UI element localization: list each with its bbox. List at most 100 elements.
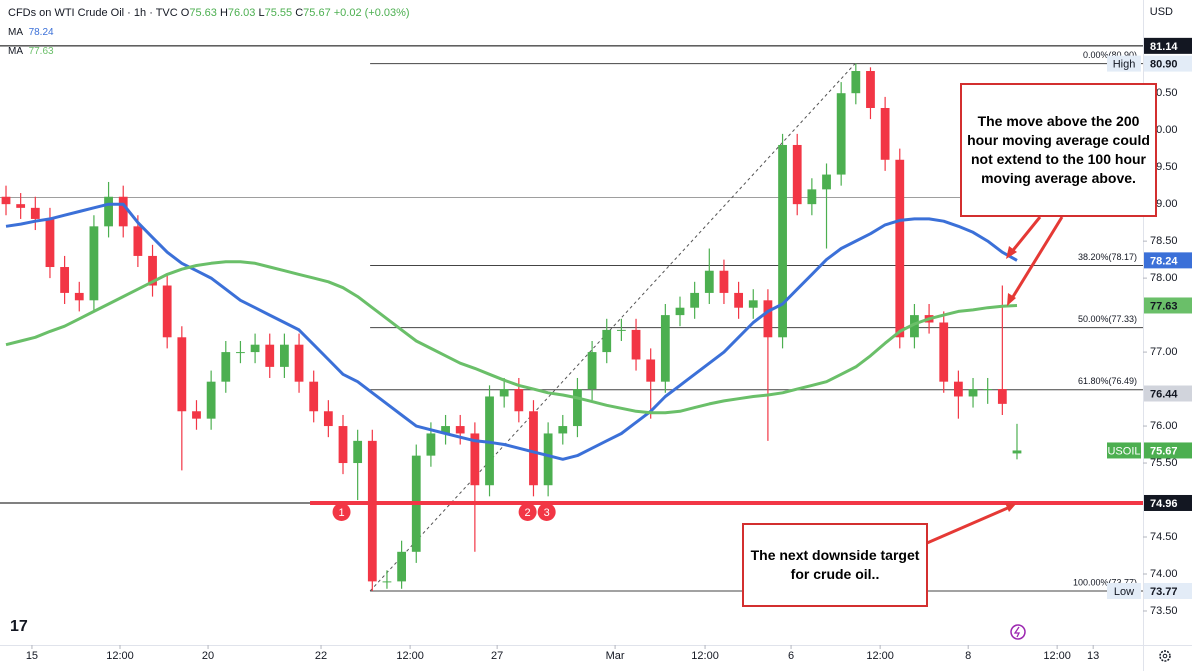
candle-body: [16, 204, 26, 208]
y-tick-label: 78.50: [1150, 235, 1178, 247]
candle-body: [74, 292, 84, 301]
ma-name: MA: [8, 46, 23, 57]
candle-body: [206, 381, 216, 419]
price-badge-label: Low: [1114, 586, 1134, 598]
candle-body: [587, 352, 597, 390]
candle-body: [265, 344, 275, 367]
ohlc-value: 76.03: [227, 7, 256, 19]
candle-body: [1012, 450, 1022, 454]
price-badge: [1107, 442, 1141, 459]
candle-body: [675, 307, 685, 316]
marker: [537, 502, 556, 521]
marker-label: 1: [338, 507, 344, 519]
ohlc-value: 75.67: [303, 7, 331, 19]
x-tick-label: 12:00: [396, 650, 424, 662]
candle-body: [133, 226, 143, 256]
candle-body: [851, 71, 861, 94]
x-tick-label: 13: [1087, 650, 1099, 662]
candle-body: [279, 344, 289, 367]
ohlc-letter: O: [180, 7, 190, 19]
price-tag-label: 80.90: [1150, 59, 1178, 71]
settings-icon[interactable]: [1159, 650, 1171, 662]
logo: 17: [10, 618, 28, 635]
candle-body: [778, 144, 787, 338]
ohlc-letter: H: [219, 7, 228, 19]
ma-value: 78.24: [28, 27, 54, 38]
candle-body: [45, 218, 55, 268]
fib-label: 100.00%(73.77): [1073, 577, 1137, 587]
fib-label: 50.00%(77.33): [1078, 314, 1137, 324]
price-tag: [1144, 442, 1192, 459]
x-tick-label: Mar: [606, 650, 625, 662]
title: CFDs on WTI Crude Oil · 1h · TVC: [8, 7, 178, 19]
price-tag-label: 78.24: [1150, 255, 1178, 267]
candle-body: [763, 300, 773, 338]
x-tick-label: 12:00: [106, 650, 134, 662]
candle-body: [441, 426, 450, 434]
x-tick-label: 6: [788, 650, 794, 662]
candle-body: [631, 329, 641, 360]
candle-body: [866, 71, 875, 108]
icon-circle: [1010, 624, 1026, 640]
arrow-head: [1005, 503, 1016, 512]
ma-legend: MA 77.63: [8, 46, 54, 57]
candle-body: [690, 292, 700, 308]
candle-body: [89, 226, 99, 301]
candle-body: [353, 440, 363, 464]
candle-body: [118, 196, 128, 227]
candle-body: [968, 389, 978, 397]
x-tick-label: 15: [26, 650, 38, 662]
x-tick-label: 12:00: [691, 650, 719, 662]
y-tick-label: 74.00: [1150, 568, 1178, 580]
candle-body: [543, 433, 553, 486]
ma-name: MA: [8, 27, 23, 38]
lightning-icon: [1010, 624, 1026, 640]
candle-body: [162, 285, 172, 338]
moving-average: [5, 202, 1018, 461]
price-tag-label: 75.67: [1150, 445, 1178, 457]
candle-body: [499, 389, 509, 397]
candle-body: [822, 174, 831, 190]
candle-body: [338, 426, 348, 464]
candle-body: [997, 389, 1007, 404]
candle-body: [573, 389, 582, 427]
candle-body: [192, 411, 201, 419]
marker-label: 2: [525, 507, 531, 519]
candle-body: [704, 270, 714, 293]
tv-logo: 17: [10, 618, 28, 635]
y-tick-label: 76.00: [1150, 420, 1178, 432]
candle-body: [953, 381, 963, 397]
annotation: The next downside target for crude oil..: [742, 523, 928, 607]
price-tag-label: 76.44: [1150, 388, 1178, 400]
candle-body: [382, 581, 392, 583]
candle-body: [616, 329, 626, 331]
y-tick-label: 77.00: [1150, 346, 1178, 358]
header: CFDs on WTI Crude Oil · 1h · TVC O75.63 …: [8, 7, 410, 19]
candle-body: [426, 433, 436, 456]
candle-body: [104, 196, 113, 227]
candle-body: [748, 300, 758, 308]
fib-label: 0.00%(80.90): [1083, 50, 1137, 60]
candle-body: [309, 381, 319, 412]
price-tag: [1144, 297, 1192, 314]
annotation: The move above the 200 hour moving avera…: [960, 83, 1157, 217]
price-badge-label: USOIL: [1107, 445, 1140, 457]
x-tick-label: 27: [491, 650, 503, 662]
x-tick-label: 8: [965, 650, 971, 662]
candle-body: [529, 411, 538, 486]
price-tag: [1144, 583, 1192, 600]
candle-body: [807, 189, 817, 205]
price-tag: [1144, 494, 1192, 511]
x-tick-label: 12:00: [866, 650, 894, 662]
marker: [518, 502, 537, 521]
candle-body: [558, 426, 568, 434]
candle-body: [294, 344, 304, 382]
marker: [332, 502, 351, 521]
candle-body: [221, 352, 231, 382]
y-tick-label: 75.50: [1150, 457, 1178, 469]
arrow: [1008, 216, 1042, 255]
price-badge: [1107, 55, 1141, 72]
gear[interactable]: [1159, 650, 1171, 662]
price-tag: [1144, 385, 1192, 402]
candle-body: [719, 270, 729, 293]
